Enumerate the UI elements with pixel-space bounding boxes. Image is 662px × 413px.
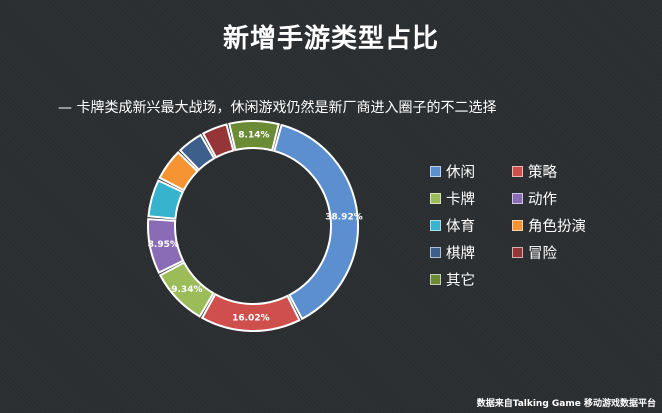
legend-item-4: 体育 <box>430 216 512 235</box>
legend-item-3: 动作 <box>512 189 594 208</box>
legend-item-0: 休闲 <box>430 162 512 181</box>
legend-label-4: 体育 <box>446 219 475 235</box>
legend-label-2: 卡牌 <box>446 192 475 208</box>
legend-label-5: 角色扮演 <box>528 219 586 235</box>
legend-swatch-2 <box>430 193 441 204</box>
legend-swatch-1 <box>512 166 523 177</box>
legend-label-7: 冒险 <box>528 246 557 262</box>
chart-legend: 休闲 策略卡牌 动作体育 角色扮演棋牌 冒险其它 <box>430 162 600 289</box>
legend-swatch-3 <box>512 193 523 204</box>
slice-label-0: 38.92% <box>325 212 363 222</box>
legend-item-2: 卡牌 <box>430 189 512 208</box>
donut-slice-2 <box>158 261 215 318</box>
donut-slice-6 <box>178 133 216 172</box>
slice-label-2: 9.34% <box>171 285 202 295</box>
legend-swatch-6 <box>430 247 441 258</box>
legend-label-8: 其它 <box>446 273 475 289</box>
data-source-note: 数据来自Talking Game 移动游戏数据平台 <box>476 399 656 409</box>
legend-item-8: 其它 <box>430 270 512 289</box>
legend-item-7: 冒险 <box>512 243 594 262</box>
chart-subtitle: — 卡牌类成新兴最大战场，休闲游戏仍然是新厂商进入圈子的不二选择 <box>58 100 497 116</box>
donut-slice-3 <box>147 218 185 274</box>
donut-slice-0 <box>273 123 359 321</box>
legend-label-6: 棋牌 <box>446 246 475 262</box>
legend-swatch-8 <box>430 274 441 285</box>
legend-item-1: 策略 <box>512 162 594 181</box>
slice-label-1: 16.02% <box>232 313 270 323</box>
donut-slice-5 <box>158 150 199 192</box>
legend-item-6: 棋牌 <box>430 243 512 262</box>
donut-slice-7 <box>201 123 235 159</box>
legend-label-3: 动作 <box>528 192 557 208</box>
chart-title: 新增手游类型占比 <box>222 24 439 54</box>
donut-slice-4 <box>147 179 185 220</box>
slice-label-3: 8.95% <box>148 240 179 250</box>
donut-slice-8 <box>228 120 280 152</box>
donut-slice-1 <box>200 292 301 332</box>
legend-swatch-0 <box>430 166 441 177</box>
legend-swatch-7 <box>512 247 523 258</box>
legend-swatch-5 <box>512 220 523 231</box>
legend-label-1: 策略 <box>528 165 557 181</box>
legend-item-5: 角色扮演 <box>512 216 594 235</box>
slice-label-8: 8.14% <box>238 131 269 141</box>
legend-label-0: 休闲 <box>446 165 475 181</box>
legend-swatch-4 <box>430 220 441 231</box>
